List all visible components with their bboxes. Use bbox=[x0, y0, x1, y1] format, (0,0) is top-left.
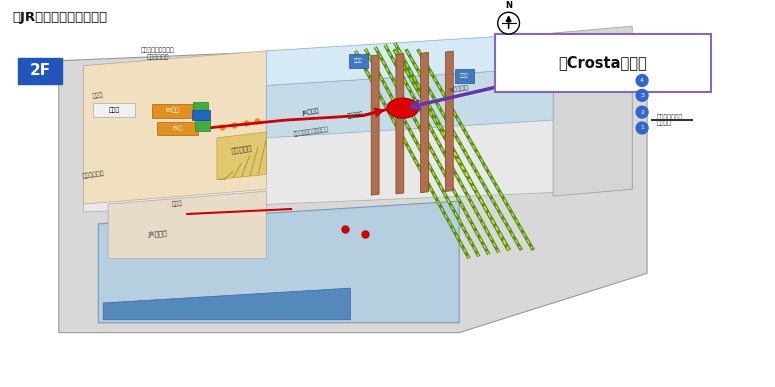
Text: 4: 4 bbox=[640, 78, 644, 83]
Text: 《Crosta関空》: 《Crosta関空》 bbox=[558, 55, 647, 70]
Text: 関空ターミナルビル方面: 関空ターミナルビル方面 bbox=[293, 127, 329, 137]
Text: EX待: EX待 bbox=[172, 125, 183, 131]
Text: 天王寺・大阪・
京都方面: 天王寺・大阪・ 京都方面 bbox=[657, 114, 684, 126]
FancyBboxPatch shape bbox=[195, 120, 209, 132]
Text: ホテル日航関西空港
エアロプラザ: ホテル日航関西空港 エアロプラザ bbox=[141, 48, 174, 60]
Text: N: N bbox=[505, 1, 512, 10]
Text: 待合室: 待合室 bbox=[171, 201, 183, 207]
Text: Nウィング: Nウィング bbox=[449, 84, 470, 92]
Text: EX待合: EX待合 bbox=[166, 107, 179, 113]
Text: 西ウィングへ: 西ウィングへ bbox=[82, 170, 105, 179]
Ellipse shape bbox=[387, 98, 419, 118]
Polygon shape bbox=[217, 132, 267, 180]
Text: JR改札口: JR改札口 bbox=[302, 108, 320, 116]
Text: トイレ: トイレ bbox=[354, 58, 363, 63]
Polygon shape bbox=[59, 36, 647, 332]
Polygon shape bbox=[446, 51, 453, 192]
FancyBboxPatch shape bbox=[455, 69, 474, 83]
Text: コンコース: コンコース bbox=[231, 145, 253, 154]
Circle shape bbox=[636, 122, 648, 134]
Circle shape bbox=[498, 12, 519, 34]
Text: 駅長室: 駅長室 bbox=[109, 107, 120, 113]
Polygon shape bbox=[84, 43, 632, 212]
Text: 2: 2 bbox=[640, 110, 644, 115]
Text: JRホーム: JRホーム bbox=[147, 229, 167, 238]
FancyBboxPatch shape bbox=[19, 58, 62, 84]
Text: 1: 1 bbox=[640, 125, 644, 130]
FancyBboxPatch shape bbox=[494, 34, 711, 92]
FancyBboxPatch shape bbox=[93, 103, 136, 116]
Polygon shape bbox=[98, 201, 459, 323]
Polygon shape bbox=[267, 33, 553, 86]
FancyBboxPatch shape bbox=[157, 122, 198, 135]
Polygon shape bbox=[553, 26, 632, 196]
Polygon shape bbox=[103, 288, 350, 320]
Text: 南海改札口: 南海改札口 bbox=[347, 111, 363, 119]
Text: 駅長室: 駅長室 bbox=[92, 92, 105, 99]
Polygon shape bbox=[267, 68, 553, 138]
Circle shape bbox=[636, 106, 648, 118]
FancyBboxPatch shape bbox=[349, 54, 367, 68]
FancyBboxPatch shape bbox=[193, 102, 208, 114]
FancyBboxPatch shape bbox=[192, 110, 210, 120]
Circle shape bbox=[636, 89, 648, 101]
Text: 2F: 2F bbox=[29, 63, 50, 78]
Circle shape bbox=[636, 75, 648, 86]
Polygon shape bbox=[371, 55, 379, 195]
Text: 3: 3 bbox=[640, 93, 644, 98]
FancyBboxPatch shape bbox=[152, 104, 193, 118]
Polygon shape bbox=[109, 191, 267, 259]
Polygon shape bbox=[396, 53, 404, 194]
Polygon shape bbox=[421, 52, 429, 193]
Text: 《JR関西空港駅改札内》: 《JR関西空港駅改札内》 bbox=[12, 11, 108, 24]
Text: トイレ: トイレ bbox=[460, 73, 468, 78]
Polygon shape bbox=[84, 51, 267, 204]
